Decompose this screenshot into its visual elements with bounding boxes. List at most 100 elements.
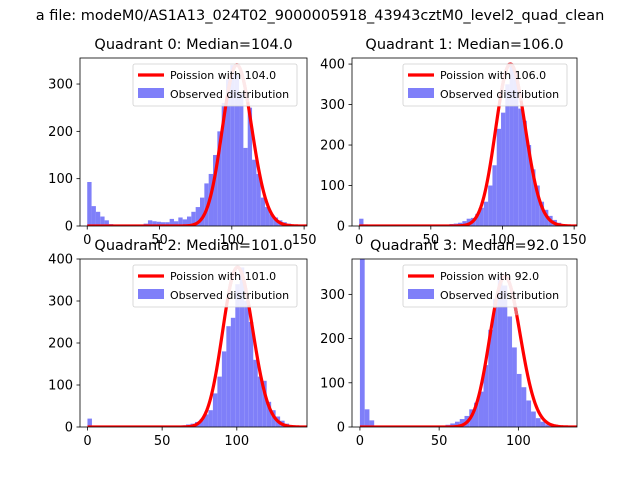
histogram-bar	[531, 169, 536, 226]
y-tick-label: 100	[320, 376, 345, 391]
histogram-bar	[244, 301, 249, 427]
histogram-bar	[230, 317, 236, 427]
y-tick-label: 0	[65, 220, 73, 235]
histogram-bar	[501, 112, 506, 226]
histogram-bar	[545, 424, 551, 427]
histogram-bar	[221, 102, 227, 226]
y-tick-label: 200	[48, 337, 73, 352]
subplot-grid: 0 50 100 150 0 100 200 300 Quadrant 0: Median=10…	[48, 37, 586, 449]
y-tick-label: 0	[337, 220, 345, 235]
subplot-title: Quadrant 2: Median=101.0	[94, 238, 292, 254]
y-tick-label: 300	[320, 98, 345, 113]
histogram-bar	[539, 201, 545, 226]
y-tick-label: 200	[320, 139, 345, 154]
histogram-bar	[462, 221, 467, 226]
histogram-bar	[512, 347, 517, 427]
x-tick-label: 100	[490, 233, 515, 248]
histogram-bar	[91, 206, 96, 226]
histogram-bar	[182, 219, 187, 226]
histogram-bar	[535, 185, 540, 226]
histogram-bar	[95, 211, 101, 226]
x-tick-label: 0	[83, 434, 91, 449]
histogram-bar	[243, 147, 248, 226]
legend-box	[132, 264, 298, 308]
x-tick-label: 100	[506, 434, 531, 449]
histogram-bar	[230, 65, 235, 226]
histogram-bar	[213, 155, 218, 226]
histogram-bar	[522, 120, 527, 226]
histogram-bar	[235, 284, 240, 427]
histogram-bar	[239, 93, 244, 226]
histogram-bar	[208, 410, 213, 427]
histogram-bar	[203, 414, 209, 427]
histogram-bar	[505, 84, 510, 226]
histogram-bar	[507, 316, 513, 427]
subplot-title: Quadrant 0: Median=104.0	[94, 37, 292, 53]
x-tick-label: 100	[224, 434, 249, 449]
subplot-quadrant-2: 0 50 100 0 100 200 300 400 Quadrant 2: Median=10…	[48, 238, 308, 449]
histogram-bar	[221, 351, 227, 427]
histogram-bar	[87, 418, 92, 427]
histogram-bar	[488, 185, 493, 226]
histogram-bar	[217, 131, 222, 226]
histogram-bar	[364, 409, 370, 427]
histogram-bar	[256, 173, 261, 226]
histogram-bar	[454, 421, 460, 427]
histogram-bar	[531, 411, 536, 427]
poisson-curve	[359, 274, 577, 427]
histogram-bar	[518, 108, 523, 226]
histogram-bar	[239, 267, 245, 427]
histogram-bar	[492, 165, 497, 226]
histogram-bar	[160, 222, 166, 226]
histogram-bar	[502, 285, 508, 427]
subplot-quadrant-3: 0 50 100 0 100 200 300 Quadrant 3: Median=92.0 P…	[320, 238, 578, 449]
histogram-bar	[169, 218, 174, 226]
histogram-bar	[262, 380, 267, 427]
y-tick-label: 200	[48, 125, 73, 140]
histogram-bar	[147, 220, 153, 226]
legend-label-poisson: Poission with 92.0	[440, 270, 539, 283]
x-tick-label: 0	[355, 233, 363, 248]
histogram-bar	[87, 181, 92, 226]
y-tick-label: 300	[320, 288, 345, 303]
legend-swatch-histogram	[408, 88, 434, 98]
histogram-bar	[252, 159, 257, 226]
legend-box	[402, 264, 568, 308]
x-tick-label: 150	[562, 233, 587, 248]
plot-area	[86, 63, 307, 226]
histogram-bar	[459, 419, 465, 427]
histogram-bar	[200, 197, 205, 226]
y-tick-label: 0	[65, 421, 73, 436]
histogram-bar	[479, 207, 484, 226]
histogram-bar	[359, 259, 365, 427]
histogram-bar	[104, 220, 109, 226]
histogram-bar	[152, 221, 157, 226]
y-tick-label: 100	[48, 379, 73, 394]
histogram-bar	[359, 218, 364, 226]
histogram-bar	[535, 418, 541, 427]
axes-frame	[79, 57, 308, 227]
histogram-bar	[540, 421, 546, 427]
legend-label-histogram: Observed distribution	[440, 289, 559, 302]
histogram-bar	[247, 107, 253, 226]
y-tick-label: 100	[48, 172, 73, 187]
x-tick-label: 50	[154, 434, 171, 449]
legend-label-poisson: Poission with 106.0	[440, 69, 546, 82]
axes-frame	[351, 57, 578, 227]
y-tick-label: 300	[48, 78, 73, 93]
histogram-bar	[516, 373, 522, 427]
x-tick-label: 50	[423, 233, 440, 248]
histogram-bar	[173, 221, 179, 226]
x-tick-label: 0	[83, 233, 91, 248]
axes-frame	[351, 258, 578, 428]
histogram-bar	[234, 74, 240, 226]
x-tick-label: 0	[356, 434, 364, 449]
histogram-bar	[204, 183, 209, 226]
histogram-bar	[186, 216, 192, 226]
histogram-bar	[199, 419, 204, 427]
legend: Poission with 104.0 Observed distribution	[132, 63, 298, 107]
histogram-bar	[226, 326, 231, 427]
legend-label-poisson: Poission with 104.0	[170, 69, 276, 82]
histogram-bar	[474, 402, 479, 427]
legend-label-histogram: Observed distribution	[440, 88, 559, 101]
